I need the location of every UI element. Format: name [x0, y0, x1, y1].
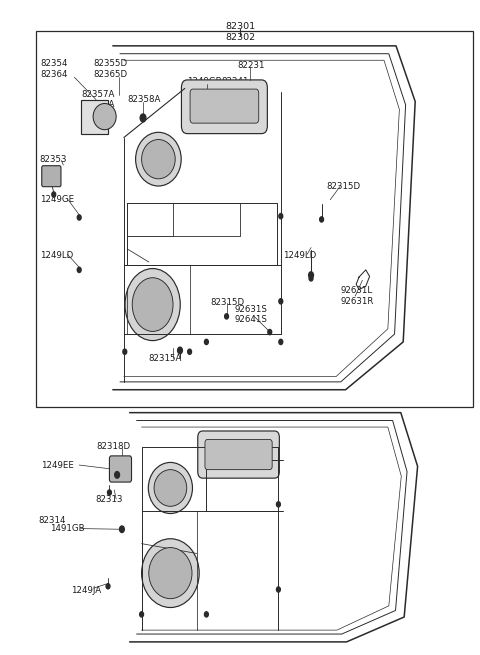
FancyBboxPatch shape [198, 431, 279, 478]
Circle shape [178, 347, 182, 354]
Circle shape [279, 214, 283, 219]
FancyBboxPatch shape [81, 100, 108, 134]
Text: 82355D
82365D: 82355D 82365D [94, 59, 128, 79]
Ellipse shape [142, 538, 199, 608]
Text: 1249LD: 1249LD [40, 251, 73, 260]
Text: 82301
82302: 82301 82302 [225, 22, 255, 43]
Ellipse shape [93, 103, 116, 130]
Circle shape [120, 526, 124, 533]
Text: 82354
82364: 82354 82364 [41, 59, 68, 79]
Circle shape [77, 267, 81, 272]
Circle shape [140, 612, 144, 617]
Text: 1249JA: 1249JA [71, 586, 101, 595]
Text: 82231: 82231 [238, 61, 265, 70]
Text: 82315D: 82315D [326, 182, 360, 191]
Text: 82315A: 82315A [149, 354, 182, 364]
Circle shape [320, 217, 324, 222]
FancyBboxPatch shape [190, 89, 259, 123]
Text: 82241: 82241 [222, 77, 249, 86]
Circle shape [204, 612, 208, 617]
Text: 1249GB: 1249GB [187, 77, 222, 86]
Circle shape [140, 114, 146, 122]
Text: 1491GB: 1491GB [50, 524, 85, 533]
FancyBboxPatch shape [181, 80, 267, 134]
Text: 82315D: 82315D [210, 298, 244, 307]
Ellipse shape [132, 278, 173, 331]
Text: 92631S
92641S: 92631S 92641S [234, 305, 267, 324]
FancyBboxPatch shape [42, 166, 61, 187]
Ellipse shape [148, 462, 192, 514]
Text: 92631L
92631R: 92631L 92631R [341, 286, 374, 306]
Text: 82358A: 82358A [127, 95, 161, 104]
FancyBboxPatch shape [205, 440, 272, 470]
Circle shape [188, 349, 192, 354]
Circle shape [115, 472, 120, 478]
Ellipse shape [125, 269, 180, 341]
Ellipse shape [154, 470, 187, 506]
FancyBboxPatch shape [109, 456, 132, 482]
Ellipse shape [135, 132, 181, 186]
Text: 82313: 82313 [95, 495, 122, 504]
Circle shape [268, 329, 272, 335]
Text: 82357A
82367A: 82357A 82367A [82, 90, 115, 109]
Text: 1249GE: 1249GE [40, 195, 74, 204]
Text: 82314: 82314 [38, 515, 66, 525]
Circle shape [52, 192, 56, 197]
Circle shape [279, 339, 283, 345]
Circle shape [204, 339, 208, 345]
Text: 82318D: 82318D [96, 442, 130, 451]
Ellipse shape [142, 140, 175, 179]
Circle shape [309, 276, 313, 281]
Text: 1249LD: 1249LD [283, 251, 316, 260]
Circle shape [279, 299, 283, 304]
Circle shape [309, 272, 313, 278]
Text: 1249EE: 1249EE [41, 460, 73, 470]
Circle shape [225, 314, 228, 319]
Circle shape [77, 215, 81, 220]
Bar [36, 31, 473, 407]
Circle shape [276, 502, 280, 507]
Circle shape [276, 587, 280, 592]
Circle shape [106, 584, 110, 589]
Text: 82353: 82353 [40, 155, 67, 164]
Circle shape [123, 349, 127, 354]
Circle shape [108, 490, 111, 495]
Ellipse shape [149, 548, 192, 599]
